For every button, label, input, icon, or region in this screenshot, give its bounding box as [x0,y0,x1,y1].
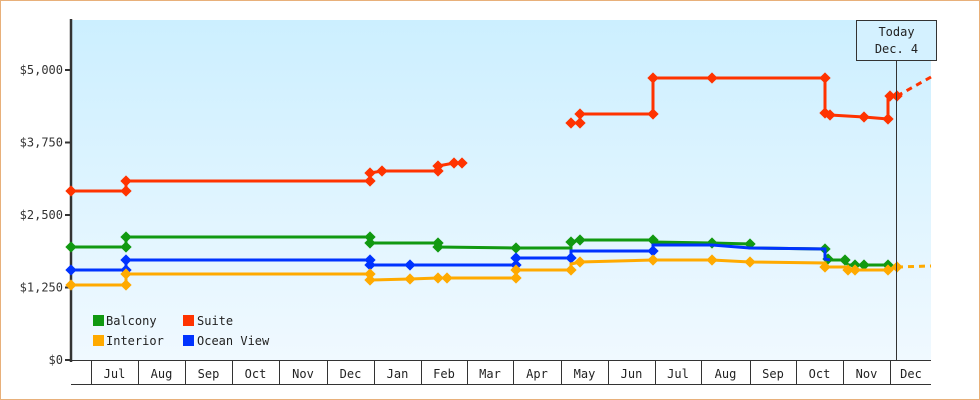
suite-swatch-icon [183,315,194,326]
legend-item-suite[interactable]: Suite [183,314,233,328]
y-tick-label: $1,250 [20,281,63,295]
plot-area [71,20,931,360]
x-tick-label: Aug [151,367,173,381]
x-tick-label: Apr [526,367,548,381]
x-tick-label: Jul [104,367,126,381]
x-tick-label: Dec [340,367,362,381]
series-ocean-view [65,243,831,276]
legend-label: Ocean View [197,334,270,348]
x-tick-label: Aug [715,367,737,381]
x-tick-label: Sep [762,367,784,381]
x-tick-label: Mar [479,367,501,381]
x-axis [71,360,931,385]
y-tick-label: $2,500 [20,208,63,222]
x-tick-label: Oct [245,367,267,381]
x-tick-label: Jul [667,367,689,381]
x-tick-label: Sep [198,367,220,381]
today-label: Today [878,25,914,39]
legend-label: Balcony [106,314,157,328]
data-markers [65,254,903,291]
legend-item-ocean-view[interactable]: Ocean View [183,334,270,348]
legend-item-interior[interactable]: Interior [93,334,164,348]
y-axis: $0 $1,250 $2,500 $3,750 $5,000 [20,63,71,367]
y-tick-label: $0 [49,353,63,367]
x-tick-label: Feb [433,367,455,381]
x-tick-label: Jun [621,367,643,381]
ocean-view-swatch-icon [183,335,194,346]
today-marker: Today Dec. 4 [856,20,937,360]
legend-item-balcony[interactable]: Balcony [93,314,157,328]
legend: Balcony Suite Interior Ocean View [93,314,270,348]
today-date: Dec. 4 [875,42,918,56]
legend-label: Suite [197,314,233,328]
x-tick-label: Nov [856,367,878,381]
balcony-swatch-icon [93,315,104,326]
x-tick-label: Oct [809,367,831,381]
series-interior [65,254,932,291]
x-tick-label: May [574,367,596,381]
y-tick-label: $5,000 [20,63,63,77]
legend-label: Interior [106,334,164,348]
x-tick-label: Jan [387,367,409,381]
x-tick-label: Dec [900,367,922,381]
x-tick-label: Nov [292,367,314,381]
interior-swatch-icon [93,335,104,346]
y-tick-label: $3,750 [20,136,63,150]
